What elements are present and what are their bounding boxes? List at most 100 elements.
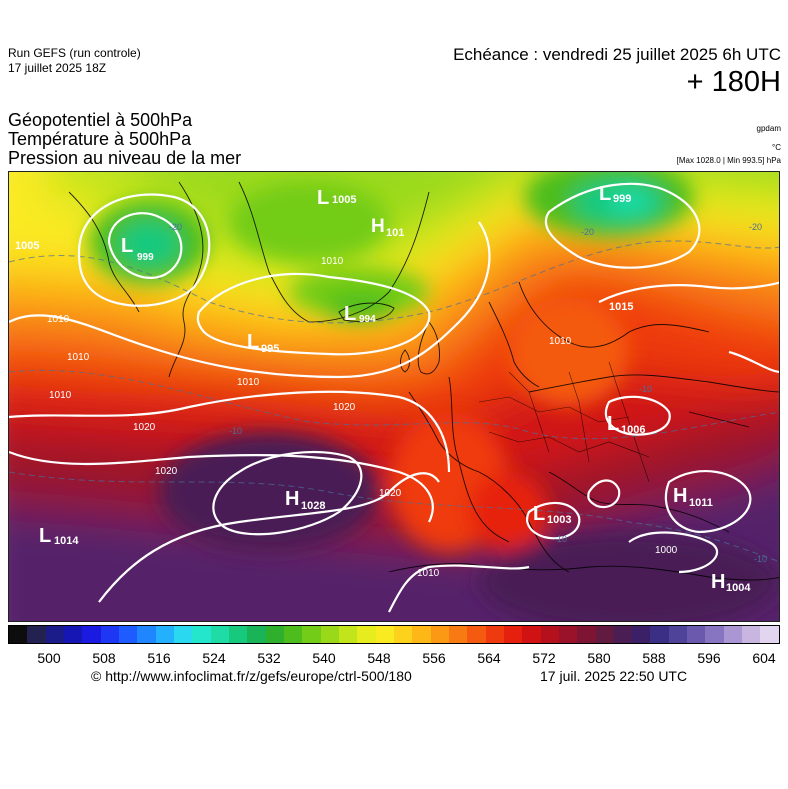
svg-text:-20: -20 xyxy=(749,222,762,232)
svg-text:995: 995 xyxy=(261,343,279,355)
svg-text:999: 999 xyxy=(613,193,631,205)
generation-timestamp: 17 juil. 2025 22:50 UTC xyxy=(540,668,688,684)
color-swatch xyxy=(210,626,229,643)
color-swatch xyxy=(137,626,156,643)
valid-time: Echéance : vendredi 25 juillet 2025 6h U… xyxy=(453,45,781,64)
svg-text:1020: 1020 xyxy=(155,466,178,477)
unit-pressure: [Max 1028.0 | Min 993.5] hPa xyxy=(676,156,781,165)
color-swatch xyxy=(338,626,358,643)
scale-tick-label: 508 xyxy=(92,650,116,666)
svg-text:994: 994 xyxy=(359,314,376,325)
svg-text:1000: 1000 xyxy=(655,545,678,556)
svg-text:1003: 1003 xyxy=(547,514,571,526)
scale-tick-label: 500 xyxy=(37,650,61,666)
center-h-middle-east: H xyxy=(711,571,725,593)
color-swatch xyxy=(173,626,193,643)
scale-tick-label: 516 xyxy=(147,650,171,666)
run-title: Run GEFS (run controle) xyxy=(8,46,141,60)
center-l-iceland: L xyxy=(344,303,356,325)
center-h-turkey: H xyxy=(673,485,687,507)
scale-tick-label: 540 xyxy=(312,650,336,666)
param-geopotential: Géopotentiel à 500hPa xyxy=(8,110,193,130)
color-swatch xyxy=(760,626,779,643)
color-swatch xyxy=(742,626,761,643)
center-l-mediterranean: L xyxy=(533,503,545,525)
svg-text:1006: 1006 xyxy=(621,424,645,436)
svg-text:1004: 1004 xyxy=(726,582,751,594)
color-swatch xyxy=(320,626,339,643)
color-swatch xyxy=(82,626,101,643)
color-swatch xyxy=(485,626,504,643)
unit-temperature: °C xyxy=(772,143,781,152)
scale-tick-label: 580 xyxy=(587,650,611,666)
color-swatch xyxy=(522,626,541,643)
color-swatch xyxy=(412,626,431,643)
color-swatch xyxy=(632,626,651,643)
center-l-russia: L xyxy=(607,413,619,435)
isotherm-labels: -20 -20 -20 -10 -10 -10 -10 xyxy=(169,222,767,564)
color-swatch xyxy=(45,626,64,643)
color-swatch xyxy=(595,626,614,643)
scale-tick-label: 532 xyxy=(257,650,281,666)
center-l-south-greenland: L xyxy=(247,331,259,353)
svg-text:1010: 1010 xyxy=(549,336,572,347)
center-l-labrador: 1005 xyxy=(15,240,39,252)
svg-text:-10: -10 xyxy=(554,534,567,544)
color-swatch xyxy=(668,626,688,643)
center-h-greenland: H xyxy=(371,216,385,237)
color-swatch xyxy=(302,626,321,643)
color-swatch xyxy=(265,626,284,643)
svg-text:-20: -20 xyxy=(581,227,594,237)
scale-tick-label: 588 xyxy=(642,650,666,666)
coastlines xyxy=(68,181,779,581)
color-swatch xyxy=(467,626,486,643)
borders xyxy=(478,361,650,483)
isobars xyxy=(9,182,779,613)
source-credit: © http://www.infoclimat.fr/z/gefs/europe… xyxy=(91,668,412,684)
svg-text:-20: -20 xyxy=(169,222,182,232)
svg-text:1010: 1010 xyxy=(47,314,70,325)
color-swatch xyxy=(430,626,449,643)
color-swatch xyxy=(247,626,266,643)
scale-tick-label: 548 xyxy=(367,650,391,666)
scale-tick-label: 524 xyxy=(202,650,226,666)
svg-text:1010: 1010 xyxy=(237,377,260,388)
color-swatch xyxy=(118,626,138,643)
color-swatch xyxy=(650,626,669,643)
center-l-scandinavia: 1015 xyxy=(609,301,633,313)
unit-geopotential: gpdam xyxy=(756,124,781,133)
svg-text:1028: 1028 xyxy=(301,500,325,512)
center-l-greenland: L xyxy=(317,187,329,209)
color-swatch xyxy=(613,626,633,643)
center-l-baffin: L xyxy=(121,235,133,257)
svg-text:1014: 1014 xyxy=(54,535,79,547)
svg-text:1010: 1010 xyxy=(321,256,344,267)
param-temperature: Température à 500hPa xyxy=(8,129,192,149)
color-swatch xyxy=(577,626,596,643)
color-swatch xyxy=(192,626,211,643)
svg-text:1020: 1020 xyxy=(133,422,156,433)
color-swatch xyxy=(100,626,119,643)
scale-tick-label: 604 xyxy=(752,650,776,666)
forecast-horizon: + 180H xyxy=(686,66,781,98)
color-swatch xyxy=(705,626,724,643)
run-date: 17 juillet 2025 18Z xyxy=(8,61,107,75)
isobar-labels: 1010 1010 1010 1020 1020 1020 1020 1010 … xyxy=(47,256,678,579)
isotherms xyxy=(9,240,779,562)
color-swatch xyxy=(63,626,83,643)
svg-text:1010: 1010 xyxy=(417,568,440,579)
scale-tick-label: 596 xyxy=(697,650,721,666)
center-l-baffin-val: 999 xyxy=(137,252,154,263)
center-h-azores: H xyxy=(285,488,299,510)
scale-tick-label: 564 xyxy=(477,650,501,666)
color-swatch xyxy=(540,626,559,643)
color-swatch xyxy=(448,626,468,643)
svg-text:1011: 1011 xyxy=(689,497,713,509)
color-swatch xyxy=(393,626,413,643)
color-swatch xyxy=(687,626,706,643)
param-pressure: Pression au niveau de la mer xyxy=(8,148,242,168)
svg-text:101: 101 xyxy=(386,227,404,239)
svg-text:1010: 1010 xyxy=(49,390,72,401)
weather-map: L 999 L 1005 H 101 L 999 L 994 L 995 101… xyxy=(8,171,780,622)
color-swatch xyxy=(283,626,303,643)
